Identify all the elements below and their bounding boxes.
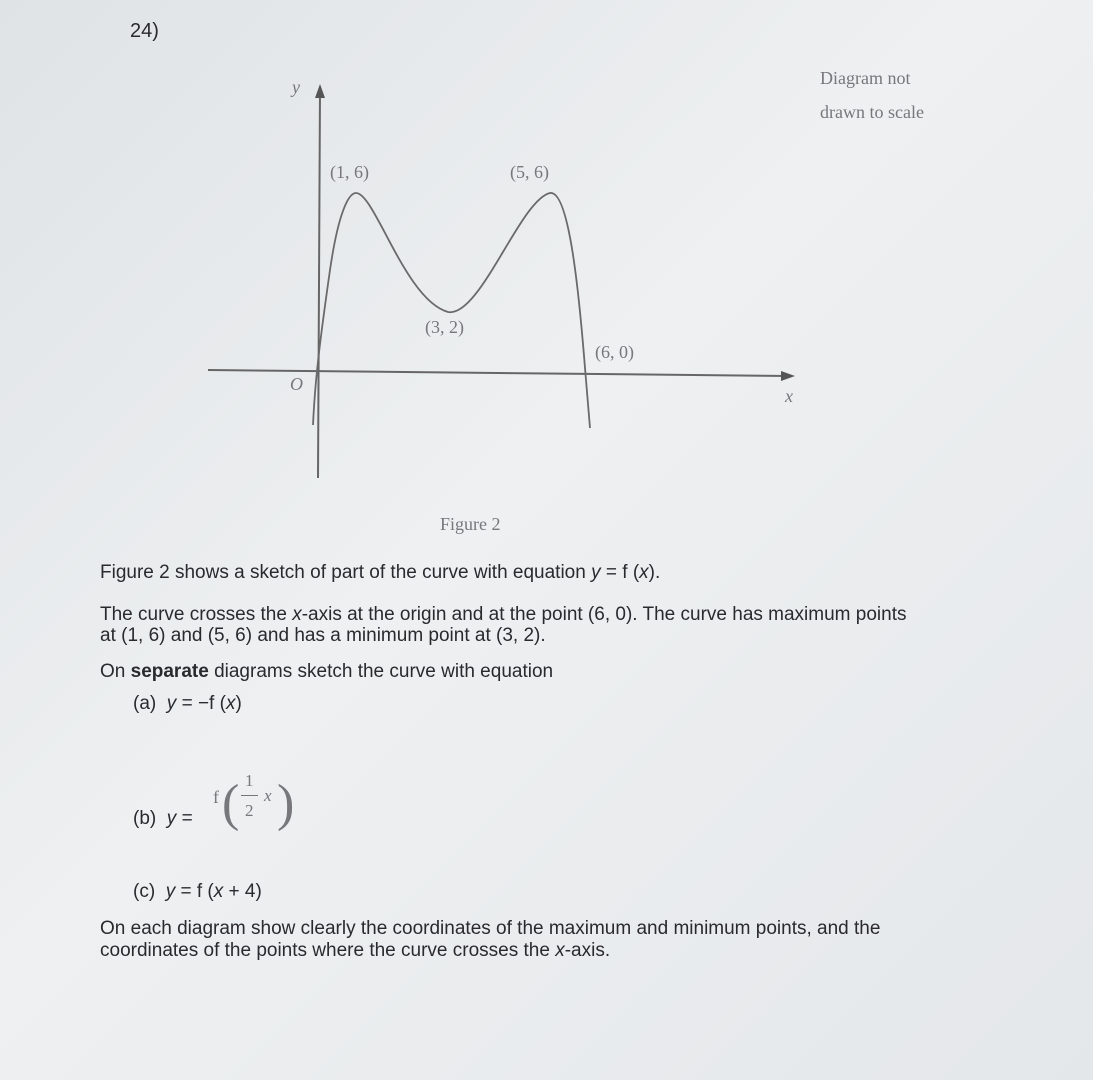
text: ). bbox=[648, 562, 661, 583]
paren: ) bbox=[277, 775, 295, 832]
text: = f ( bbox=[175, 881, 214, 902]
y-axis bbox=[317, 89, 321, 479]
text: ) bbox=[235, 693, 242, 714]
figure: y x O (1, 6) (5, 6) (3, 2) (6, 0) Diagra… bbox=[207, 68, 924, 534]
point-label: (6, 0) bbox=[595, 342, 634, 363]
bold-text: separate bbox=[130, 661, 209, 682]
origin-label: O bbox=[290, 374, 303, 394]
text: Figure 2 shows a sketch of part of the c… bbox=[100, 562, 592, 583]
x-axis bbox=[207, 369, 791, 377]
text-line: On separate diagrams sketch the curve wi… bbox=[100, 661, 553, 683]
variable: x bbox=[639, 562, 649, 583]
text: diagrams sketch the curve with equation bbox=[208, 661, 554, 682]
text-line: coordinates of the points where the curv… bbox=[100, 940, 610, 962]
variable: x bbox=[225, 693, 236, 714]
numerator: 1 bbox=[245, 771, 254, 790]
variable: x bbox=[555, 940, 565, 961]
part: (a) y = −f (x) bbox=[133, 693, 242, 715]
part-label: (a) bbox=[133, 693, 157, 714]
figure-caption: Figure 2 bbox=[440, 514, 501, 534]
text: -axis. bbox=[564, 940, 611, 961]
text-line: On each diagram show clearly the coordin… bbox=[100, 918, 881, 939]
text: coordinates of the points where the curv… bbox=[100, 940, 556, 961]
variable: y bbox=[166, 693, 177, 714]
denominator: 2 bbox=[245, 801, 254, 820]
variable: y bbox=[591, 562, 601, 583]
part: (c) y = f (x + 4) bbox=[133, 881, 262, 903]
point-label: (1, 6) bbox=[330, 162, 369, 183]
x-axis-label: x bbox=[784, 386, 793, 406]
text: On bbox=[100, 661, 131, 682]
function-name: f bbox=[213, 787, 219, 807]
part-label: (b) bbox=[133, 808, 157, 829]
text: = f ( bbox=[600, 562, 640, 583]
part-label: (c) bbox=[133, 881, 156, 902]
curve bbox=[312, 192, 591, 429]
question-number: 24) bbox=[130, 20, 159, 42]
text-line: Figure 2 shows a sketch of part of the c… bbox=[100, 562, 660, 584]
y-arrow bbox=[315, 84, 325, 98]
part: (b) y = bbox=[133, 808, 193, 830]
x-arrow bbox=[781, 371, 795, 381]
text: The curve crosses the bbox=[100, 604, 293, 625]
variable: x bbox=[213, 881, 224, 902]
variable: x bbox=[292, 604, 302, 625]
point-label: (5, 6) bbox=[510, 162, 549, 183]
scale-note: drawn to scale bbox=[820, 102, 924, 122]
text: = bbox=[176, 808, 193, 829]
variable: y bbox=[166, 808, 177, 829]
text-line: The curve crosses the x-axis at the orig… bbox=[100, 604, 906, 626]
paren: ( bbox=[222, 775, 240, 832]
variable: x bbox=[264, 786, 272, 805]
fraction-bar bbox=[241, 795, 258, 796]
text: -axis at the origin and at the point (6,… bbox=[301, 604, 907, 625]
y-axis-label: y bbox=[290, 77, 300, 97]
point-label: (3, 2) bbox=[425, 317, 464, 338]
variable: y bbox=[165, 881, 176, 902]
text: = −f ( bbox=[176, 693, 226, 714]
scale-note: Diagram not bbox=[820, 68, 910, 88]
text-line: at (1, 6) and (5, 6) and has a minimum p… bbox=[100, 625, 546, 646]
text: + 4) bbox=[223, 881, 262, 902]
